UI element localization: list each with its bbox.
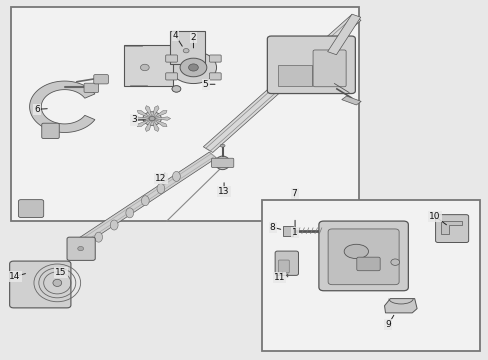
Polygon shape bbox=[152, 111, 167, 118]
Polygon shape bbox=[341, 96, 361, 105]
Polygon shape bbox=[152, 118, 159, 131]
FancyBboxPatch shape bbox=[19, 200, 43, 217]
FancyBboxPatch shape bbox=[318, 221, 407, 291]
FancyBboxPatch shape bbox=[123, 45, 173, 86]
Ellipse shape bbox=[183, 49, 189, 53]
FancyBboxPatch shape bbox=[209, 73, 221, 80]
Ellipse shape bbox=[172, 86, 181, 92]
FancyBboxPatch shape bbox=[261, 200, 479, 351]
FancyBboxPatch shape bbox=[277, 65, 311, 86]
FancyBboxPatch shape bbox=[10, 261, 71, 308]
Polygon shape bbox=[68, 152, 216, 251]
Ellipse shape bbox=[95, 232, 102, 242]
FancyBboxPatch shape bbox=[170, 31, 204, 64]
Polygon shape bbox=[137, 111, 152, 118]
FancyBboxPatch shape bbox=[327, 229, 398, 285]
FancyBboxPatch shape bbox=[11, 7, 358, 221]
FancyBboxPatch shape bbox=[165, 55, 177, 62]
FancyBboxPatch shape bbox=[435, 215, 468, 243]
Polygon shape bbox=[203, 15, 360, 153]
Ellipse shape bbox=[125, 208, 133, 218]
Ellipse shape bbox=[215, 156, 229, 170]
Ellipse shape bbox=[141, 196, 149, 206]
Text: 4: 4 bbox=[172, 31, 178, 40]
Text: 1: 1 bbox=[292, 228, 297, 237]
Text: 9: 9 bbox=[385, 320, 390, 329]
FancyBboxPatch shape bbox=[283, 226, 292, 236]
Polygon shape bbox=[384, 298, 416, 313]
FancyBboxPatch shape bbox=[356, 257, 379, 271]
Text: 6: 6 bbox=[35, 105, 40, 114]
Text: 12: 12 bbox=[155, 174, 166, 183]
Polygon shape bbox=[137, 118, 152, 127]
Polygon shape bbox=[152, 118, 167, 127]
Polygon shape bbox=[145, 105, 152, 118]
Text: 15: 15 bbox=[55, 268, 67, 277]
FancyBboxPatch shape bbox=[278, 260, 288, 273]
Polygon shape bbox=[133, 117, 152, 120]
FancyBboxPatch shape bbox=[94, 75, 108, 84]
FancyBboxPatch shape bbox=[165, 73, 177, 80]
Text: 10: 10 bbox=[428, 212, 440, 221]
Polygon shape bbox=[152, 105, 159, 118]
Ellipse shape bbox=[172, 171, 180, 181]
Ellipse shape bbox=[344, 244, 368, 258]
Ellipse shape bbox=[220, 144, 224, 147]
Text: 13: 13 bbox=[218, 187, 229, 196]
Ellipse shape bbox=[180, 58, 206, 77]
FancyBboxPatch shape bbox=[211, 158, 233, 167]
Ellipse shape bbox=[110, 220, 118, 230]
Ellipse shape bbox=[170, 51, 216, 84]
FancyBboxPatch shape bbox=[312, 50, 346, 87]
Polygon shape bbox=[145, 118, 152, 131]
Polygon shape bbox=[327, 14, 360, 55]
Ellipse shape bbox=[140, 64, 149, 71]
Text: 7: 7 bbox=[291, 189, 297, 198]
Ellipse shape bbox=[78, 247, 83, 251]
FancyBboxPatch shape bbox=[267, 36, 355, 94]
Ellipse shape bbox=[157, 184, 164, 194]
FancyBboxPatch shape bbox=[41, 123, 59, 139]
FancyBboxPatch shape bbox=[275, 251, 298, 275]
Text: 11: 11 bbox=[273, 273, 285, 282]
Text: 3: 3 bbox=[131, 116, 137, 125]
Text: 14: 14 bbox=[9, 272, 20, 281]
Ellipse shape bbox=[390, 259, 399, 265]
FancyBboxPatch shape bbox=[209, 55, 221, 62]
Ellipse shape bbox=[172, 86, 181, 92]
Ellipse shape bbox=[53, 279, 61, 287]
Text: 2: 2 bbox=[190, 33, 196, 42]
Ellipse shape bbox=[149, 116, 155, 121]
FancyBboxPatch shape bbox=[67, 237, 95, 260]
Ellipse shape bbox=[188, 64, 198, 71]
Text: 5: 5 bbox=[203, 80, 208, 89]
Ellipse shape bbox=[142, 112, 161, 125]
Polygon shape bbox=[152, 117, 170, 120]
Polygon shape bbox=[441, 221, 461, 234]
Text: 8: 8 bbox=[269, 222, 275, 231]
FancyBboxPatch shape bbox=[84, 83, 99, 93]
Polygon shape bbox=[30, 81, 95, 132]
